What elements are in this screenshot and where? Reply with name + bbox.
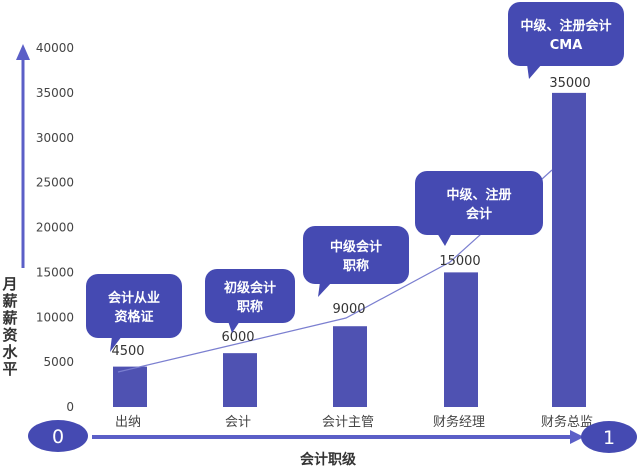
y-tick-label: 25000 (36, 176, 74, 190)
x-category-label: 会计主管 (322, 415, 374, 430)
callout-box (86, 274, 182, 338)
x-category-label: 会计 (225, 415, 251, 430)
y-tick-label: 15000 (36, 265, 74, 279)
data-label: 4500 (111, 344, 144, 359)
x-category-label: 财务总监 (541, 414, 593, 430)
bar (444, 272, 478, 407)
callout-pointer (110, 336, 122, 352)
y-tick-label: 35000 (36, 86, 74, 100)
callout-text: 会计 (466, 206, 492, 222)
y-axis-title-char: 月 (2, 275, 18, 293)
callout-pointer (437, 233, 452, 246)
bar (552, 92, 586, 407)
x-category-label: 出纳 (115, 415, 141, 430)
y-tick-label: 10000 (36, 310, 74, 324)
x-axis-title: 会计职级 (300, 452, 356, 468)
y-axis-title-char: 资 (2, 326, 18, 344)
callout-pointer (228, 321, 240, 333)
data-label: 9000 (332, 302, 365, 317)
bars (113, 92, 586, 407)
callout: 中级、注册会计 (415, 171, 543, 246)
data-label: 35000 (549, 76, 590, 91)
y-axis-arrow-head (16, 44, 30, 60)
callout-text: 职称 (237, 299, 263, 315)
callout-box (508, 2, 624, 66)
y-tick-label: 0 (66, 400, 74, 414)
y-tick-label: 40000 (36, 41, 74, 55)
end-marker-circle (581, 421, 637, 453)
data-label: 6000 (221, 330, 254, 345)
callout-text: 初级会计 (224, 280, 276, 296)
callout-box (303, 226, 409, 284)
callout-text: 职称 (343, 258, 369, 274)
callout-text: 中级会计 (330, 239, 382, 255)
y-axis: 0 5000 10000 15000 20000 25000 30000 35000 40000 (16, 41, 74, 414)
x-axis-categories: 出纳 会计 会计主管 财务经理 财务总监 (115, 414, 593, 430)
y-tick-label: 20000 (36, 221, 74, 235)
bar (223, 353, 257, 407)
callout: 中级、注册会计 CMA (508, 2, 624, 79)
y-axis-title-char: 水 (2, 343, 18, 361)
bar (333, 326, 367, 407)
callout-pointer (527, 64, 542, 79)
data-label: 15000 (439, 254, 480, 269)
callout-text: 中级、注册 (446, 187, 511, 203)
callout-text: 中级、注册会计 (520, 18, 611, 34)
y-axis-title-char: 薪 (2, 309, 18, 327)
callout-box (205, 269, 295, 323)
y-tick-label: 5000 (43, 355, 74, 369)
y-axis-title-char: 平 (2, 360, 18, 378)
callout-pointer (318, 282, 332, 297)
y-axis-title: 月薪薪资水平 (0, 276, 20, 378)
callout-text: 会计从业 (108, 290, 160, 306)
x-category-label: 财务经理 (433, 414, 485, 430)
bar (113, 366, 147, 407)
callout-text: 资格证 (114, 309, 153, 325)
end-marker-text: 1 (603, 427, 615, 449)
start-marker-text: 0 (52, 426, 64, 448)
start-marker-circle (28, 420, 88, 452)
callout-text: CMA (550, 38, 583, 53)
data-labels: 4500 6000 9000 15000 35000 (111, 76, 590, 359)
callout-box (415, 171, 543, 235)
y-axis-title-char: 薪 (2, 292, 18, 310)
x-axis-arrow-head (570, 430, 584, 444)
y-tick-label: 30000 (36, 131, 74, 145)
